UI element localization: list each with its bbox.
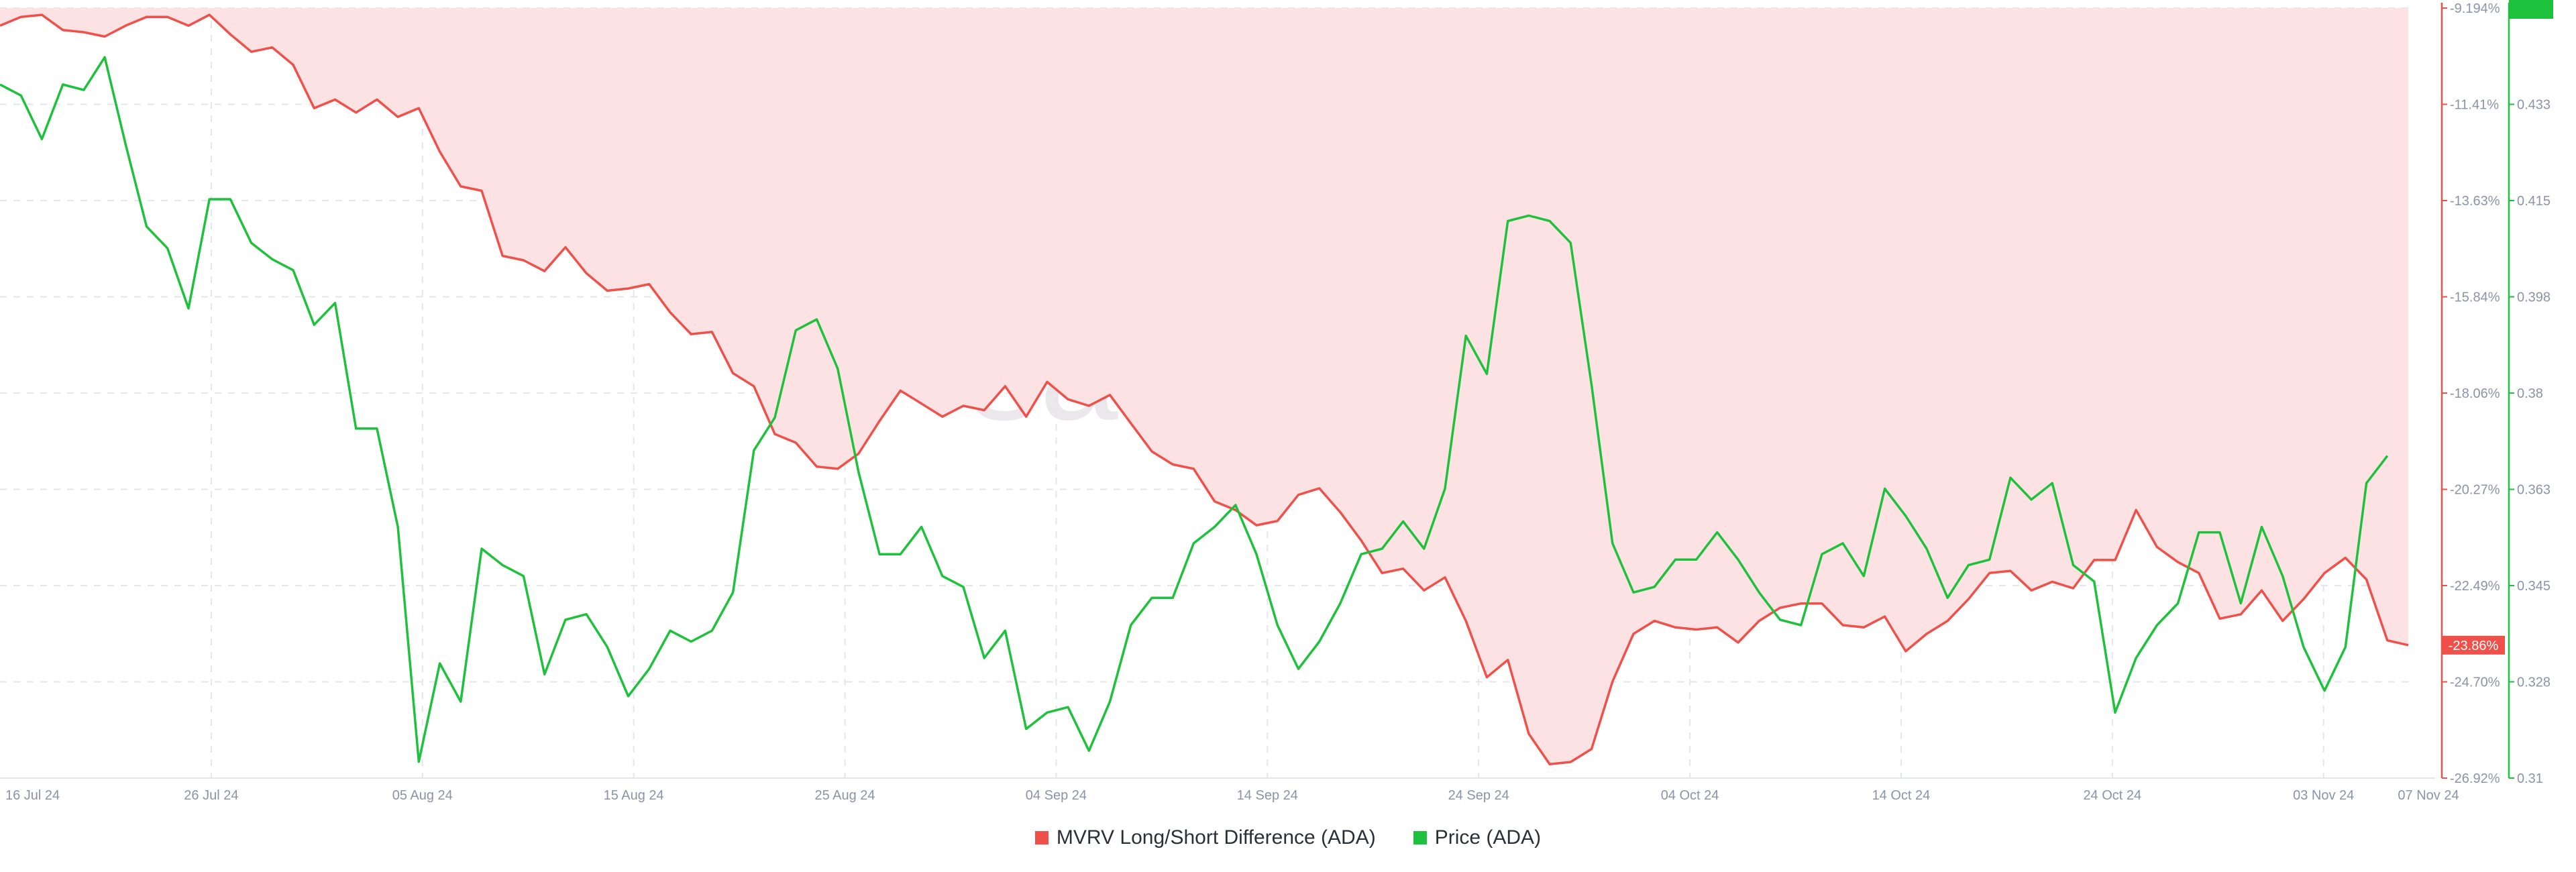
- mvrv-last-value-badge: [2442, 635, 2505, 655]
- x-tick-label: 24 Oct 24: [2083, 788, 2141, 803]
- mvrv-line: [0, 13, 2409, 766]
- x-tick-label: 04 Oct 24: [1661, 788, 1719, 803]
- left-axis-tick-label: -18.06%: [2450, 386, 2500, 401]
- x-tick-label: 25 Aug 24: [814, 788, 875, 803]
- series-lines-layer: [0, 13, 2409, 766]
- mvrv-area-layer: [0, 8, 2408, 765]
- price-line: [0, 56, 2389, 763]
- left-axis-tick-label: -15.84%: [2450, 290, 2500, 305]
- axes-layer: 16 Jul 24 26 Jul 24 05 Aug 24 15 Aug 24 25 A…: [0, 0, 2553, 803]
- legend-label-mvrv: MVRV Long/Short Difference (ADA): [1056, 826, 1376, 849]
- x-tick-label: 03 Nov 24: [2293, 788, 2354, 803]
- legend-item-mvrv[interactable]: MVRV Long/Short Difference (ADA): [1034, 826, 1376, 849]
- x-tick-label: 15 Aug 24: [604, 788, 664, 803]
- x-tick-label: 04 Sep 24: [1026, 788, 1087, 803]
- right-axis-tick-label: 0.363: [2517, 483, 2551, 498]
- legend-swatch-mvrv: [1034, 831, 1049, 844]
- left-axis-tick-label: -11.41%: [2450, 98, 2499, 113]
- left-axis-tick-label: -9.194%: [2450, 1, 2500, 16]
- left-axis-tick-label: -13.63%: [2450, 194, 2500, 209]
- left-axis-tick-label: -26.92%: [2450, 771, 2500, 786]
- right-axis-tick-label: 0.398: [2517, 290, 2551, 305]
- price-last-value-label: 0.369: [2514, 0, 2548, 3]
- chart-legend: MVRV Long/Short Difference (ADA) Price (…: [0, 826, 2576, 849]
- legend-label-price: Price (ADA): [1434, 826, 1542, 849]
- x-tick-label: 26 Jul 24: [184, 788, 238, 803]
- x-tick-label: 24 Sep 24: [1448, 788, 1509, 803]
- right-axis-tick-label: 0.345: [2517, 579, 2551, 594]
- x-tick-label: 14 Sep 24: [1237, 788, 1298, 803]
- left-axis-tick-label: -20.27%: [2450, 483, 2500, 498]
- left-axis-tick-label: -24.70%: [2450, 675, 2500, 690]
- right-axis-tick-label: 0.415: [2517, 194, 2551, 209]
- x-tick-label: 14 Oct 24: [1872, 788, 1931, 803]
- mvrv-area-fill: [0, 8, 2408, 765]
- right-axis-tick-label: 0.328: [2517, 675, 2551, 690]
- right-axis-tick-label: 0.31: [2517, 771, 2543, 786]
- right-axis-tick-label: 0.433: [2517, 98, 2551, 113]
- price-last-value-badge: [2509, 0, 2553, 19]
- right-axis-tick-label: 0.38: [2517, 386, 2543, 401]
- mvrv-last-value-label: -23.86%: [2449, 639, 2499, 653]
- legend-item-price[interactable]: Price (ADA): [1413, 826, 1541, 849]
- left-axis-tick-label: -22.49%: [2450, 579, 2500, 594]
- x-tick-label: 05 Aug 24: [392, 788, 453, 803]
- legend-swatch-price: [1413, 831, 1427, 844]
- x-tick-label: 07 Nov 24: [2398, 788, 2459, 803]
- x-tick-label: 16 Jul 24: [5, 788, 60, 803]
